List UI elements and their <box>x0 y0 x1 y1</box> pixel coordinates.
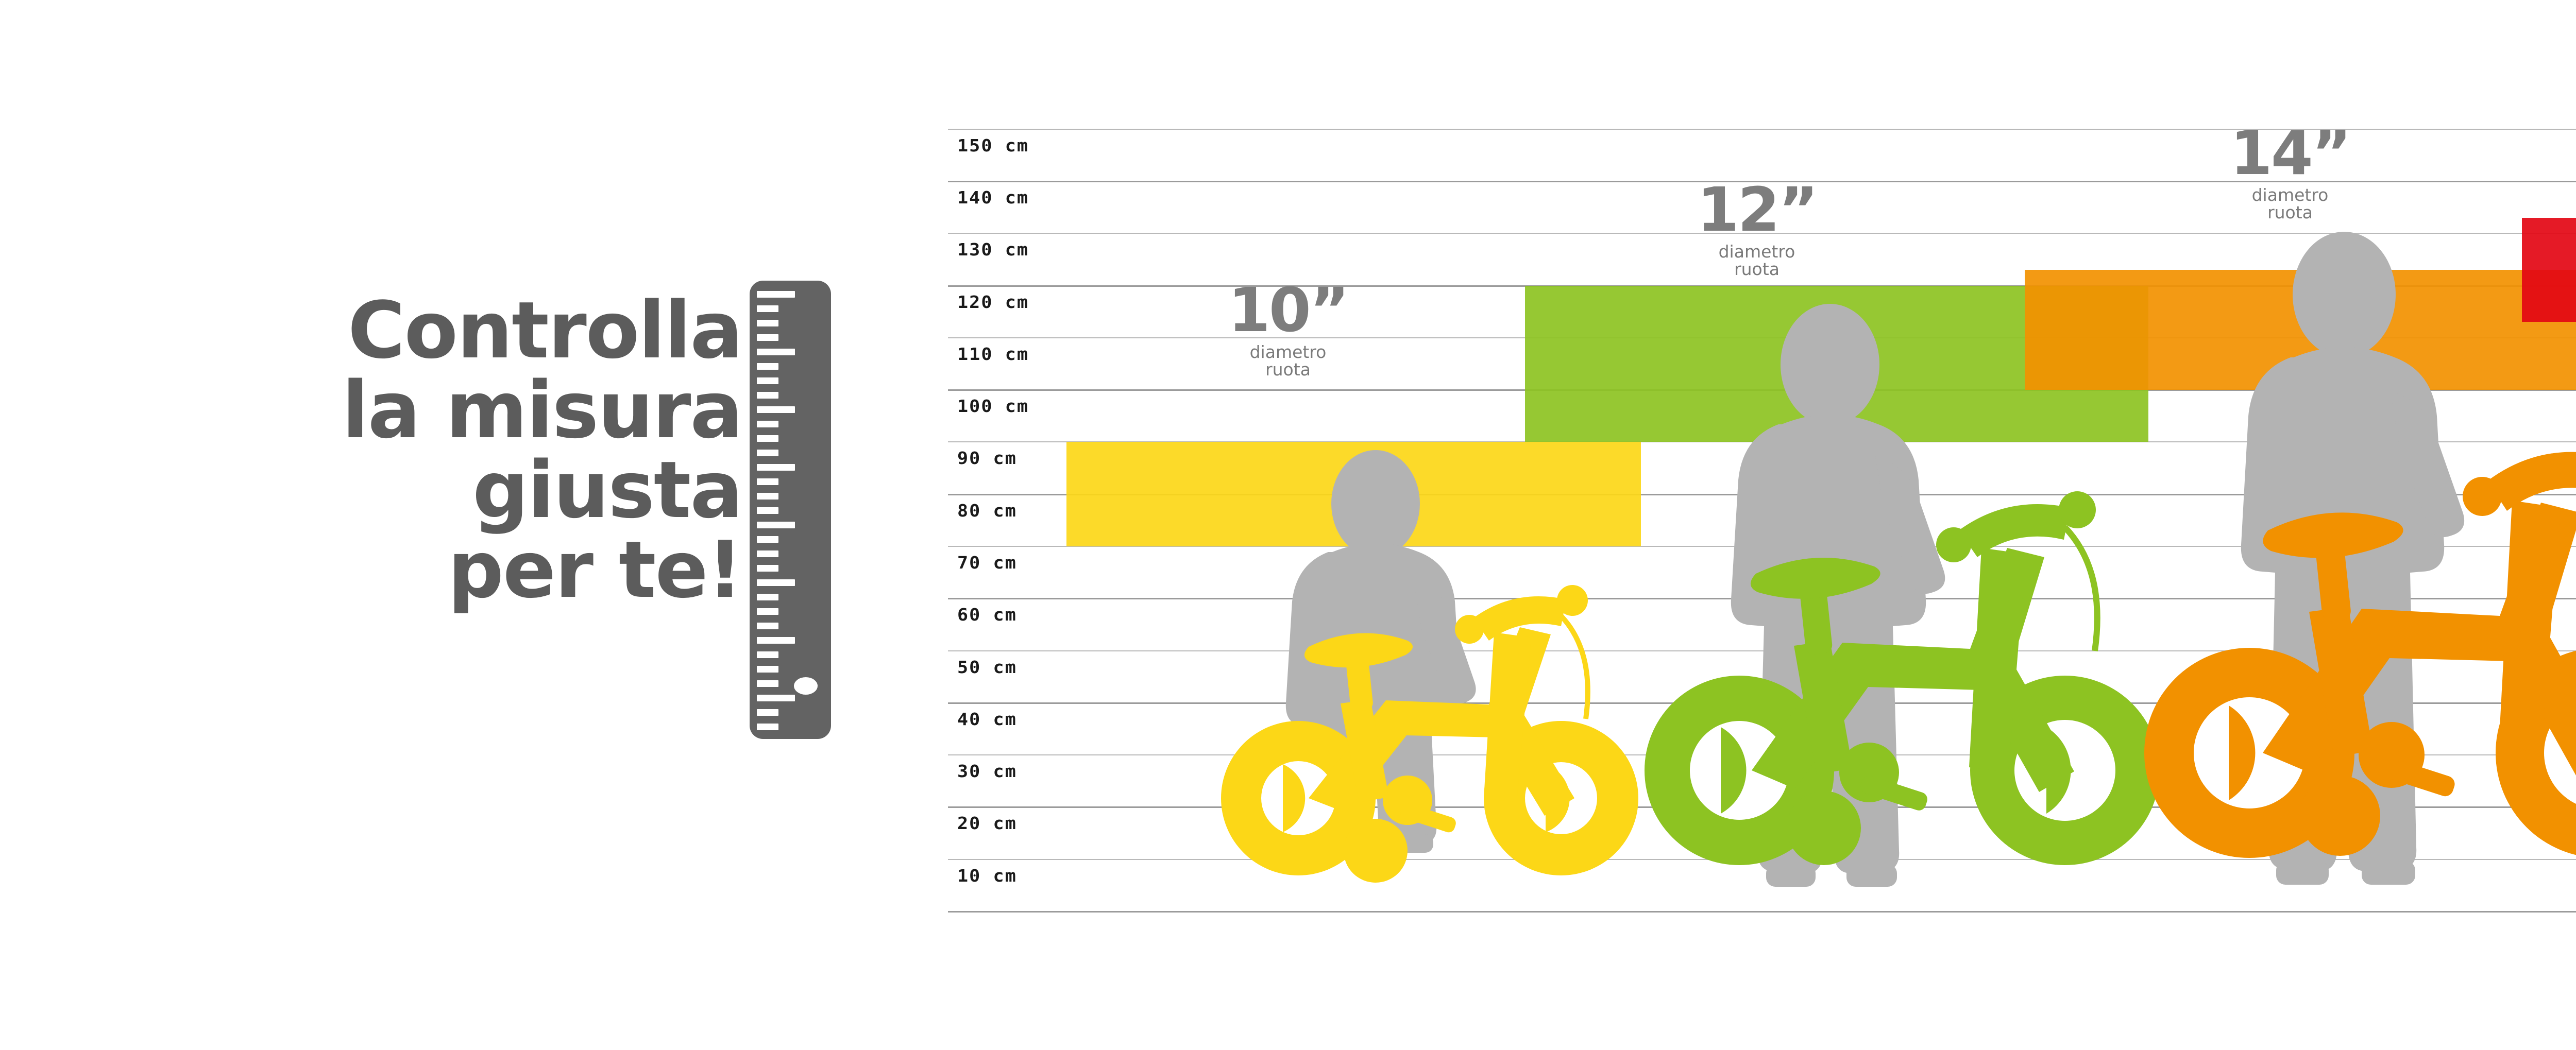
ruler-tick <box>757 709 778 716</box>
wheel-label-10: 10” diametro ruota <box>1170 280 1406 378</box>
y-axis-label-50cm: 50 cm <box>957 657 1017 677</box>
height-band-10in <box>1066 442 1641 546</box>
ruler-tick <box>757 637 795 644</box>
y-axis-label-30cm: 30 cm <box>957 761 1017 782</box>
headline-line-2: la misura <box>342 365 743 456</box>
wheel-size-10: 10” <box>1228 274 1350 346</box>
y-axis-label-10cm: 10 cm <box>957 865 1017 886</box>
ruler-tick <box>757 522 795 528</box>
ruler-tick <box>757 579 795 586</box>
ruler-tick <box>757 363 778 370</box>
y-axis-label-130cm: 130 cm <box>957 239 1029 260</box>
wheel-sub-12: diametro ruota <box>1718 242 1795 279</box>
ruler-tick <box>757 435 778 442</box>
ruler-tick <box>757 507 778 514</box>
y-axis-label-140cm: 140 cm <box>957 187 1029 208</box>
ruler-tick <box>757 493 778 500</box>
y-axis-label-100cm: 100 cm <box>957 396 1029 417</box>
ruler-tick <box>757 320 778 326</box>
headline-line-1: Controlla <box>347 285 743 376</box>
ruler-tick <box>757 349 795 355</box>
wheel-sub-14: diametro ruota <box>2251 185 2329 222</box>
ruler-tick <box>757 450 778 456</box>
headline-line-3: giusta <box>472 444 743 536</box>
y-axis-label-70cm: 70 cm <box>957 552 1017 573</box>
ruler-tick <box>757 291 795 298</box>
ruler-tick <box>757 608 778 615</box>
wheel-sub-10: diametro ruota <box>1249 342 1327 380</box>
ruler-tick <box>757 565 778 572</box>
ruler-tick <box>757 464 795 471</box>
height-chart: 150 cm 140 cm 130 cm 120 cm 110 cm 100 cm 90 c… <box>948 103 2576 913</box>
ruler-tick <box>757 623 778 629</box>
ruler-tick <box>757 377 778 384</box>
ruler-tick <box>757 680 778 687</box>
ruler-tick <box>757 334 778 341</box>
ruler-tick <box>757 594 778 600</box>
ruler-tick <box>757 305 778 312</box>
y-axis-label-40cm: 40 cm <box>957 709 1017 729</box>
ruler-tick <box>757 478 778 485</box>
y-axis-label-80cm: 80 cm <box>957 500 1017 521</box>
ruler-tick <box>757 695 795 701</box>
ruler-icon <box>750 281 831 739</box>
headline-block: Controlla la misura giusta per te! <box>155 288 866 752</box>
ruler-tick <box>757 392 778 399</box>
page-title: Controlla la misura giusta per te! <box>155 285 743 616</box>
wheel-size-14: 14” <box>2230 117 2352 188</box>
gridline-baseline <box>948 911 2576 913</box>
ruler-tick <box>757 406 795 413</box>
y-axis-label-20cm: 20 cm <box>957 813 1017 834</box>
gridline-130cm <box>948 233 2576 234</box>
gridline-150cm <box>948 128 2576 130</box>
y-axis-label-110cm: 110 cm <box>957 343 1029 364</box>
y-axis-label-90cm: 90 cm <box>957 448 1017 469</box>
gridline-140cm <box>948 180 2576 182</box>
ruler-tick <box>757 651 778 658</box>
y-axis-label-150cm: 150 cm <box>957 135 1029 156</box>
y-axis-label-60cm: 60 cm <box>957 605 1017 625</box>
height-band-14in <box>2025 270 2576 390</box>
ruler-tick <box>757 724 778 730</box>
ruler-tick <box>757 421 778 427</box>
height-band-16in <box>2522 217 2576 322</box>
wheel-size-12: 12” <box>1697 174 1819 245</box>
ruler-hole <box>794 677 818 695</box>
ruler-tick <box>757 666 778 673</box>
y-axis-label-120cm: 120 cm <box>957 291 1029 312</box>
headline-line-4: per te! <box>448 524 743 616</box>
wheel-label-14: 14” diametro ruota <box>2172 123 2409 221</box>
ruler-tick <box>757 550 778 557</box>
ruler-tick <box>757 536 778 543</box>
wheel-label-12: 12” diametro ruota <box>1638 179 1875 278</box>
